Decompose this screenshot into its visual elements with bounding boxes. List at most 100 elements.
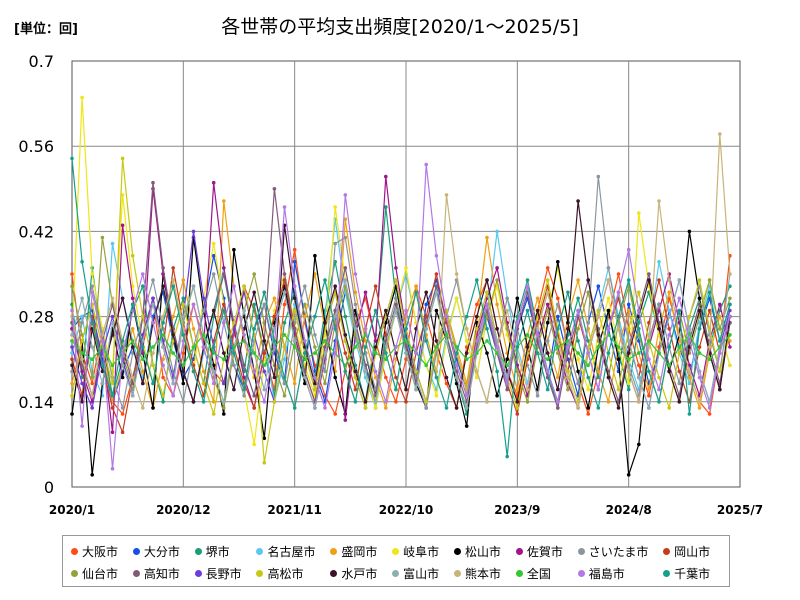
data-point xyxy=(394,387,398,392)
data-point xyxy=(454,363,459,368)
data-point xyxy=(353,345,358,349)
legend-marker xyxy=(515,569,523,577)
data-point xyxy=(151,351,155,355)
data-point xyxy=(191,345,196,349)
data-point xyxy=(313,333,317,337)
data-point xyxy=(120,351,125,355)
data-point xyxy=(596,375,601,380)
data-point xyxy=(211,308,216,313)
data-point xyxy=(272,400,277,404)
data-point xyxy=(313,387,317,392)
series-line-8 xyxy=(71,176,731,409)
legend-item: 大分市 xyxy=(132,540,191,562)
data-point xyxy=(434,308,439,313)
data-point xyxy=(424,302,429,307)
data-point xyxy=(353,387,358,392)
legend-marker xyxy=(663,547,671,555)
data-point xyxy=(90,381,94,386)
data-point xyxy=(657,375,661,380)
data-point xyxy=(606,375,611,380)
data-point xyxy=(637,308,641,313)
data-point xyxy=(343,314,348,319)
data-point xyxy=(677,400,682,404)
x-tick-label: 2022/10 xyxy=(379,503,433,517)
data-point xyxy=(282,357,287,362)
data-point xyxy=(677,345,682,349)
data-point xyxy=(353,375,358,380)
data-point xyxy=(181,381,186,386)
data-point xyxy=(707,357,712,362)
data-point xyxy=(586,387,590,392)
data-point xyxy=(110,333,115,337)
data-point xyxy=(505,296,510,301)
data-point xyxy=(80,260,84,264)
data-point xyxy=(475,369,479,374)
data-point xyxy=(161,375,165,380)
legend-marker xyxy=(132,569,140,577)
data-point xyxy=(728,302,732,307)
data-point xyxy=(626,302,631,307)
legend-marker xyxy=(454,547,461,555)
data-point xyxy=(424,162,429,167)
data-point xyxy=(120,339,125,343)
data-point xyxy=(687,369,692,374)
data-point xyxy=(626,473,631,477)
data-point xyxy=(556,375,560,380)
data-point xyxy=(272,339,277,343)
data-point xyxy=(384,406,388,410)
data-point xyxy=(707,406,712,410)
data-point xyxy=(282,290,287,295)
x-tick-label: 2020/12 xyxy=(156,503,210,517)
data-point xyxy=(657,327,661,331)
data-point xyxy=(525,308,530,313)
data-point xyxy=(556,406,560,410)
data-point xyxy=(120,296,125,301)
data-point xyxy=(343,235,348,240)
data-point xyxy=(586,278,590,282)
data-point xyxy=(384,205,388,209)
data-point xyxy=(90,272,94,276)
data-point xyxy=(464,357,469,362)
data-point xyxy=(323,339,327,343)
data-point xyxy=(211,400,216,404)
data-point xyxy=(141,272,145,276)
data-point xyxy=(333,284,338,289)
data-point xyxy=(718,351,722,355)
data-point xyxy=(687,229,692,234)
data-point xyxy=(272,187,277,191)
data-point xyxy=(373,351,378,355)
data-point xyxy=(323,320,327,325)
data-point xyxy=(596,333,601,337)
data-point xyxy=(444,339,449,343)
data-point xyxy=(637,375,641,380)
data-point xyxy=(130,339,135,343)
data-point xyxy=(606,278,611,282)
data-point xyxy=(80,424,84,428)
data-point xyxy=(464,314,469,319)
legend-item: 大阪市 xyxy=(71,540,129,562)
legend-marker xyxy=(330,547,338,555)
data-point xyxy=(606,266,611,270)
data-point xyxy=(313,406,317,410)
legend-label: 熊本市 xyxy=(465,566,502,581)
data-point xyxy=(707,290,712,295)
data-point xyxy=(130,393,135,398)
data-point xyxy=(70,393,74,398)
data-point xyxy=(323,278,327,282)
legend-label: 高松市 xyxy=(267,566,304,581)
legend-label: 富山市 xyxy=(403,566,440,581)
data-point xyxy=(333,375,338,380)
data-point xyxy=(313,345,317,349)
data-point xyxy=(100,381,105,386)
data-point xyxy=(647,278,651,282)
data-point xyxy=(191,327,196,331)
legend-item: 水戸市 xyxy=(330,562,388,584)
data-point xyxy=(404,387,408,392)
series-line-19 xyxy=(71,158,731,457)
y-tick-label: 0.14 xyxy=(18,393,54,412)
data-point xyxy=(252,302,256,307)
data-point xyxy=(333,241,338,246)
data-point xyxy=(535,393,540,398)
data-point xyxy=(576,351,580,355)
data-point xyxy=(434,375,439,380)
